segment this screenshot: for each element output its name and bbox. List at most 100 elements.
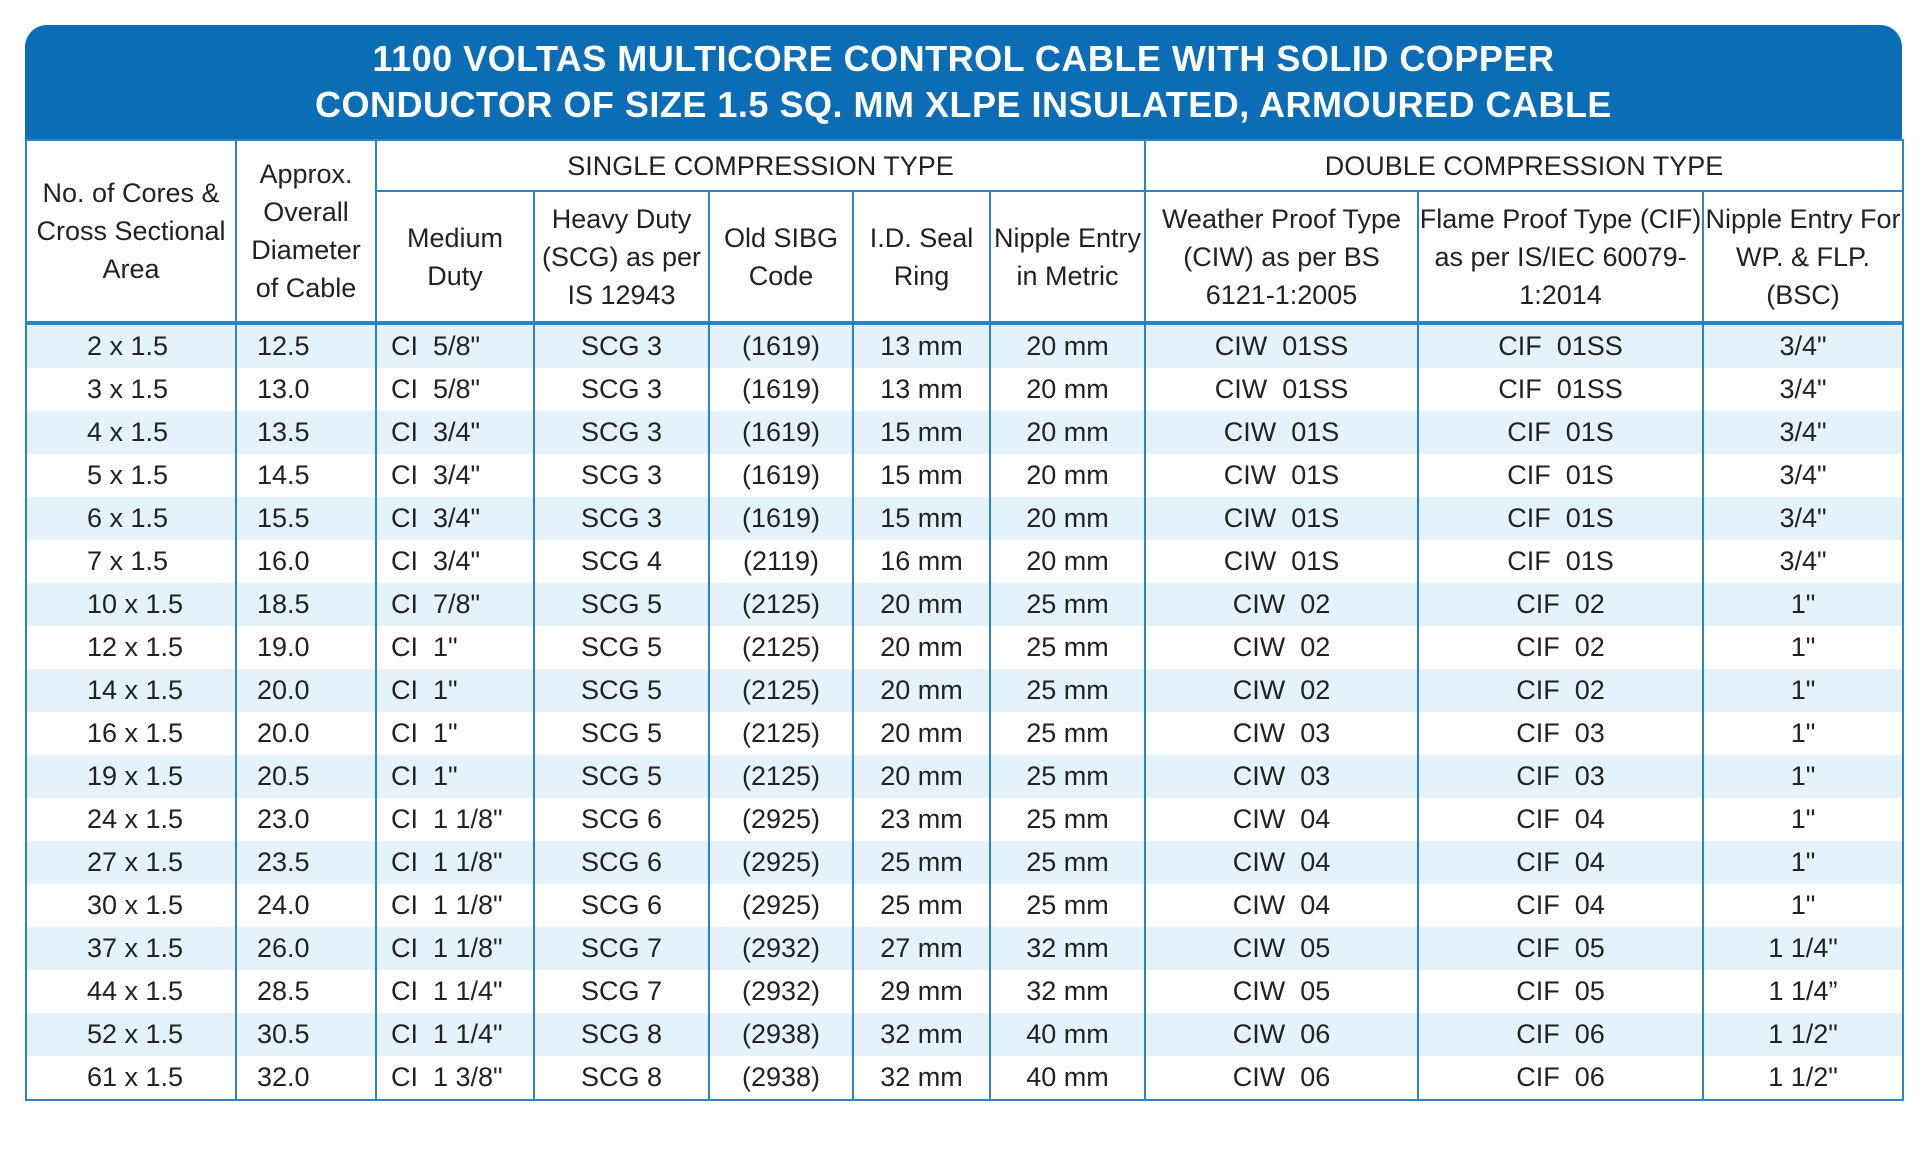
table-cell: 25 mm <box>988 884 1147 927</box>
table-cell: (1619) <box>708 323 854 368</box>
table-cell: 29 mm <box>852 970 991 1013</box>
table-cell: 19 x 1.5 <box>25 755 237 798</box>
table-cell: (1619) <box>708 454 854 497</box>
table-cell: 32 mm <box>852 1013 991 1056</box>
table-row: 44 x 1.5 28.5 CI 1 1/4" SCG 7 (2932) 29 mm 32 … <box>25 970 1905 1013</box>
table-cell: CIF 02 <box>1417 626 1705 669</box>
header-weather-proof: Weather Proof Type (CIW) as per BS 6121-… <box>1144 190 1420 325</box>
table-row: 19 x 1.5 20.5 CI 1" SCG 5 (2125) 20 mm 25 mm CI… <box>25 755 1905 798</box>
table-cell: 32.0 <box>235 1056 377 1101</box>
header-seal-ring: I.D. Seal Ring <box>852 190 991 325</box>
table-cell: CIW 05 <box>1144 970 1420 1013</box>
table-cell: 20 mm <box>988 368 1147 411</box>
gland-table: No. of Cores & Cross Sectional Area Appr… <box>25 139 1905 1101</box>
table-cell: SCG 7 <box>533 970 710 1013</box>
table-cell: CIW 04 <box>1144 798 1420 841</box>
header-flame-proof: Flame Proof Type (CIF) as per IS/IEC 600… <box>1417 190 1705 325</box>
table-cell: SCG 5 <box>533 712 710 755</box>
table-cell: 1" <box>1702 798 1905 841</box>
table-row: 10 x 1.5 18.5 CI 7/8" SCG 5 (2125) 20 mm 25 mm… <box>25 583 1905 626</box>
table-cell: (2925) <box>708 841 854 884</box>
table-cell: 25 mm <box>988 841 1147 884</box>
table-cell: 3/4" <box>1702 323 1905 368</box>
table-cell: 37 x 1.5 <box>25 927 237 970</box>
table-cell: 25 mm <box>988 669 1147 712</box>
table-cell: 15 mm <box>852 497 991 540</box>
table-row: 52 x 1.5 30.5 CI 1 1/4" SCG 8 (2938) 32 mm 40 … <box>25 1013 1905 1056</box>
table-row: 5 x 1.5 14.5 CI 3/4" SCG 3 (1619) 15 mm 20 mm C… <box>25 454 1905 497</box>
table-cell: 1" <box>1702 583 1905 626</box>
table-cell: 18.5 <box>235 583 377 626</box>
table-cell: SCG 7 <box>533 927 710 970</box>
table-cell: (2125) <box>708 712 854 755</box>
header-heavy-duty: Heavy Duty (SCG) as per IS 12943 <box>533 190 710 325</box>
table-row: 30 x 1.5 24.0 CI 1 1/8" SCG 6 (2925) 25 mm 25 … <box>25 884 1905 927</box>
table-cell: CI 3/4" <box>375 411 535 454</box>
table-cell: CI 3/4" <box>375 454 535 497</box>
table-cell: 15 mm <box>852 454 991 497</box>
table-cell: SCG 6 <box>533 798 710 841</box>
table-row: 14 x 1.5 20.0 CI 1" SCG 5 (2125) 20 mm 25 mm CI… <box>25 669 1905 712</box>
table-cell: 30.5 <box>235 1013 377 1056</box>
table-cell: CIW 01SS <box>1144 323 1420 368</box>
table-cell: 14 x 1.5 <box>25 669 237 712</box>
table-cell: CIF 03 <box>1417 755 1705 798</box>
table-cell: CIF 02 <box>1417 669 1705 712</box>
table-cell: 5 x 1.5 <box>25 454 237 497</box>
table-cell: 23.5 <box>235 841 377 884</box>
table-cell: CIW 06 <box>1144 1013 1420 1056</box>
table-cell: 16.0 <box>235 540 377 583</box>
table-cell: 1" <box>1702 712 1905 755</box>
table-cell: 25 mm <box>988 626 1147 669</box>
table-cell: CIW 02 <box>1144 626 1420 669</box>
table-cell: SCG 6 <box>533 884 710 927</box>
header-medium-duty: Medium Duty <box>375 190 535 325</box>
table-cell: 2 x 1.5 <box>25 323 237 368</box>
table-cell: CI 7/8" <box>375 583 535 626</box>
table-cell: (2125) <box>708 626 854 669</box>
table-cell: (2925) <box>708 798 854 841</box>
table-row: 2 x 1.5 12.5 CI 5/8" SCG 3 (1619) 13 mm 20 mm C… <box>25 323 1905 368</box>
table-cell: 40 mm <box>988 1056 1147 1101</box>
header-single-compression: SINGLE COMPRESSION TYPE <box>374 139 1147 192</box>
table-cell: 4 x 1.5 <box>25 411 237 454</box>
table-row: 6 x 1.5 15.5 CI 3/4" SCG 3 (1619) 15 mm 20 mm C… <box>25 497 1905 540</box>
table-cell: 32 mm <box>988 927 1147 970</box>
table-cell: 14.5 <box>235 454 377 497</box>
table-cell: 20.0 <box>235 712 377 755</box>
table-cell: CIF 01S <box>1417 540 1705 583</box>
header-nipple-bsc: Nipple Entry For WP. & FLP. (BSC) <box>1702 190 1905 325</box>
table-cell: 13 mm <box>852 368 991 411</box>
table-cell: CIF 04 <box>1417 884 1705 927</box>
table-cell: SCG 3 <box>533 368 710 411</box>
table-row: 3 x 1.5 13.0 CI 5/8" SCG 3 (1619) 13 mm 20 mm C… <box>25 368 1905 411</box>
table-cell: 24 x 1.5 <box>25 798 237 841</box>
table-cell: SCG 6 <box>533 841 710 884</box>
table-cell: 52 x 1.5 <box>25 1013 237 1056</box>
table-cell: SCG 5 <box>533 583 710 626</box>
table-cell: 3/4" <box>1702 497 1905 540</box>
table-cell: CIW 06 <box>1144 1056 1420 1101</box>
table-cell: SCG 8 <box>533 1013 710 1056</box>
table-cell: SCG 3 <box>533 454 710 497</box>
table-cell: CIW 01S <box>1144 497 1420 540</box>
table-cell: SCG 3 <box>533 497 710 540</box>
table-cell: 28.5 <box>235 970 377 1013</box>
table-cell: CIW 01SS <box>1144 368 1420 411</box>
table-cell: 13.0 <box>235 368 377 411</box>
table-cell: CI 1 1/4" <box>375 970 535 1013</box>
table-cell: CI 5/8" <box>375 323 535 368</box>
table-cell: CI 5/8" <box>375 368 535 411</box>
table-cell: 1" <box>1702 884 1905 927</box>
table-cell: CIW 02 <box>1144 583 1420 626</box>
table-cell: CI 3/4" <box>375 497 535 540</box>
table-row: 37 x 1.5 26.0 CI 1 1/8" SCG 7 (2932) 27 mm 32 … <box>25 927 1905 970</box>
table-cell: 20 mm <box>852 755 991 798</box>
table-cell: 27 mm <box>852 927 991 970</box>
table-cell: 40 mm <box>988 1013 1147 1056</box>
table-cell: CIF 05 <box>1417 927 1705 970</box>
table-cell: 44 x 1.5 <box>25 970 237 1013</box>
table-cell: CIW 01S <box>1144 411 1420 454</box>
table-row: 7 x 1.5 16.0 CI 3/4" SCG 4 (2119) 16 mm 20 mm C… <box>25 540 1905 583</box>
table-cell: CIF 01S <box>1417 411 1705 454</box>
